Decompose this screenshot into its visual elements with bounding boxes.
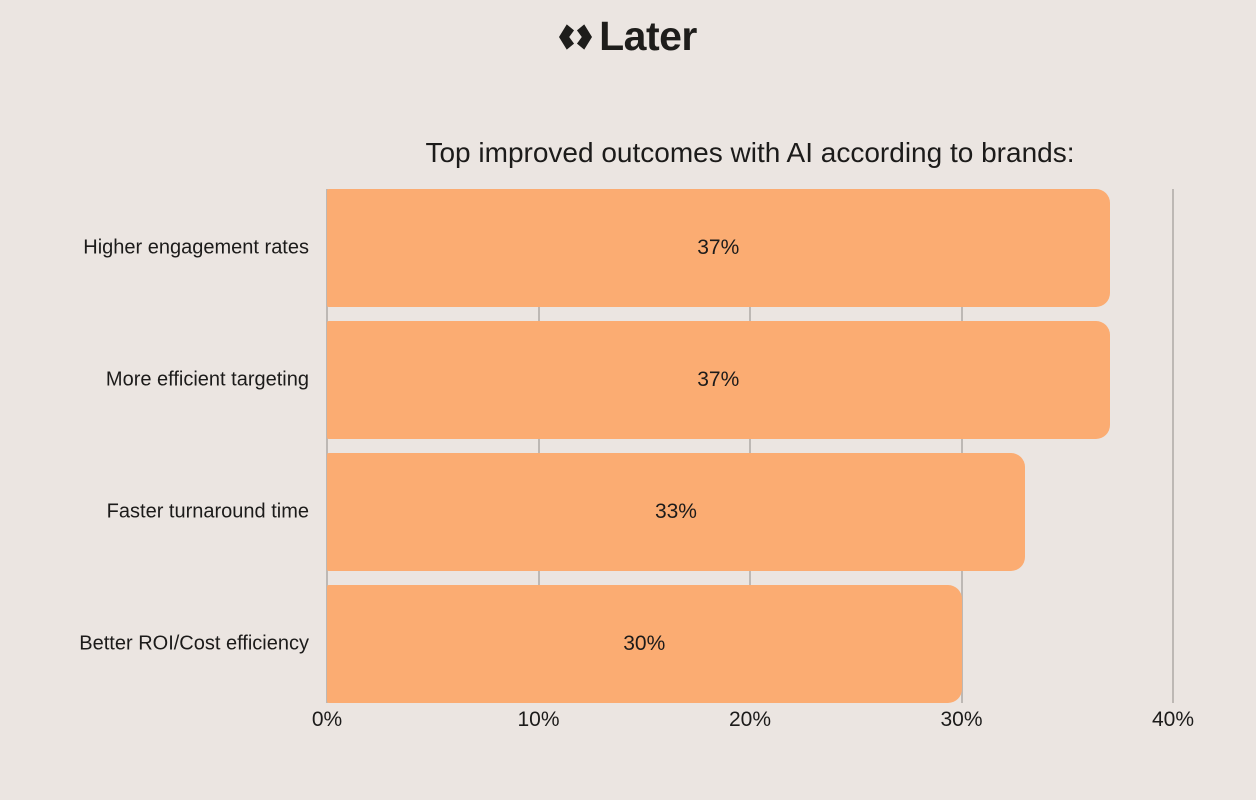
- bar-value-label: 37%: [697, 236, 740, 259]
- x-tick-label: 0%: [311, 708, 343, 731]
- bar-row: Better ROI/Cost efficiency 30%: [79, 585, 1173, 703]
- chart-title: Top improved outcomes with AI according …: [425, 137, 1075, 168]
- bar-more-efficient-targeting: 37%: [327, 321, 1110, 439]
- x-tick-label: 40%: [1151, 708, 1195, 731]
- category-label: Better ROI/Cost efficiency: [79, 632, 309, 655]
- x-tick-label: 20%: [728, 708, 772, 731]
- bar-higher-engagement-rates: 37%: [327, 189, 1110, 307]
- bar-chart-plot-area: Higher engagement rates 37% More efficie…: [79, 189, 1174, 703]
- bar-rows: Higher engagement rates 37% More efficie…: [79, 189, 1173, 703]
- x-tick-label: 10%: [517, 708, 560, 731]
- bar-value-label: 30%: [623, 632, 666, 655]
- gridline-0pct: [326, 189, 328, 703]
- x-axis: 0% 10% 20% 30% 40%: [312, 708, 1194, 734]
- bar-value-label: 33%: [654, 500, 697, 523]
- later-logo: Later: [0, 14, 1256, 58]
- category-label: More efficient targeting: [105, 368, 309, 391]
- later-logo-text: Later: [599, 12, 697, 59]
- gridline-10pct: [537, 189, 540, 703]
- gridline-30pct: [960, 189, 963, 703]
- bar-row: Faster turnaround time 33%: [107, 453, 1173, 571]
- category-label: Faster turnaround time: [106, 500, 309, 523]
- later-diamonds-icon: [559, 24, 593, 50]
- bar-faster-turnaround-time: 33%: [327, 453, 1025, 571]
- bar-row: More efficient targeting 37%: [106, 321, 1173, 439]
- gridline-40pct: [1172, 189, 1174, 703]
- x-tick-label: 30%: [940, 708, 983, 731]
- bar-better-roi-cost-efficiency: 30%: [327, 585, 962, 703]
- bar-value-label: 37%: [697, 368, 740, 391]
- category-label: Higher engagement rates: [83, 236, 309, 259]
- gridline-20pct: [749, 189, 751, 703]
- bar-row: Higher engagement rates 37%: [83, 189, 1173, 307]
